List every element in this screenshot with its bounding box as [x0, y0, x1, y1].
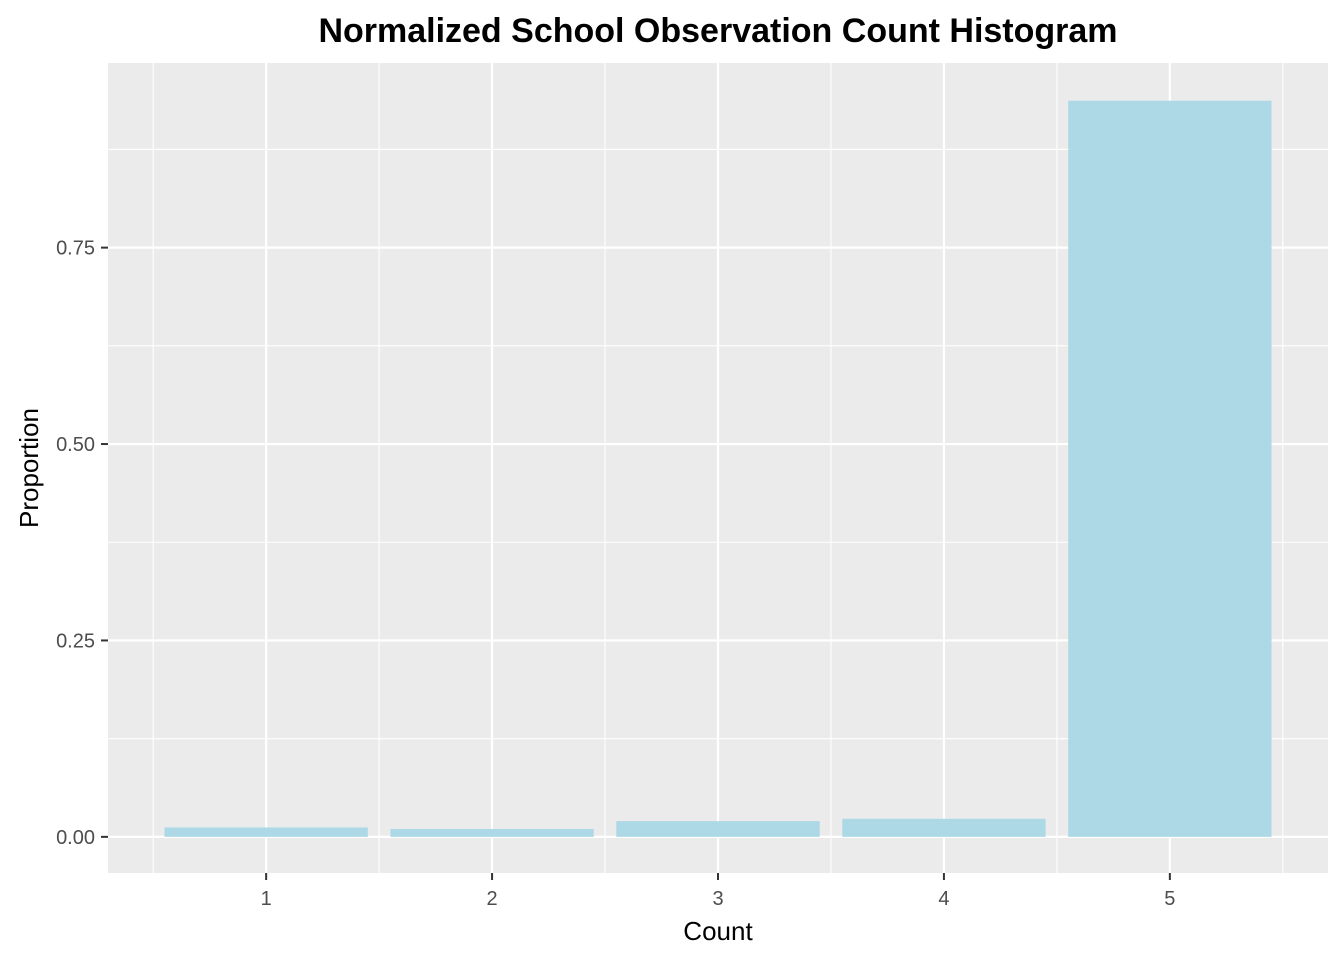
bar-3: [616, 821, 820, 837]
bar-2: [390, 829, 594, 837]
bar-4: [842, 818, 1046, 837]
chart-title: Normalized School Observation Count Hist…: [318, 12, 1117, 50]
bar-5: [1068, 100, 1272, 837]
bars: [164, 100, 1272, 837]
y-axis: 0.00 0.25 0.50 0.75: [56, 238, 108, 849]
x-tick-label: 5: [1164, 888, 1175, 910]
y-tick-label: 0.00: [56, 827, 95, 849]
y-tick-label: 0.50: [56, 434, 95, 456]
x-axis-title: Count: [683, 916, 753, 946]
y-tick-label: 0.75: [56, 238, 95, 260]
y-tick-label: 0.25: [56, 630, 95, 652]
x-tick-label: 2: [487, 888, 498, 910]
x-tick-label: 1: [261, 888, 272, 910]
x-tick-label: 3: [712, 888, 723, 910]
x-tick-label: 4: [938, 888, 949, 910]
bar-1: [164, 827, 368, 837]
y-axis-title: Proportion: [14, 408, 44, 528]
x-axis: 1 2 3 4 5: [261, 873, 1175, 910]
